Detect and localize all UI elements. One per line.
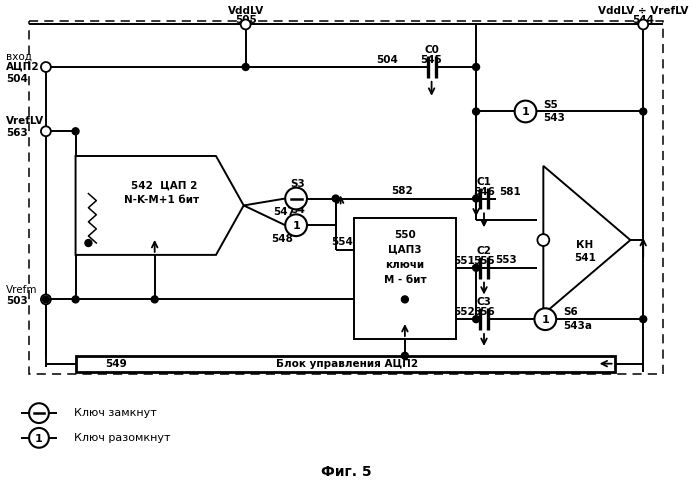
Circle shape bbox=[473, 264, 480, 271]
Text: 556: 556 bbox=[473, 307, 495, 317]
Text: 555: 555 bbox=[473, 256, 495, 266]
Text: 554: 554 bbox=[331, 237, 354, 247]
Text: VddLV: VddLV bbox=[228, 5, 264, 16]
Circle shape bbox=[332, 195, 339, 202]
Text: C1: C1 bbox=[477, 177, 491, 187]
Text: 505: 505 bbox=[235, 15, 257, 24]
Text: 549: 549 bbox=[106, 359, 127, 368]
Text: C3: C3 bbox=[477, 297, 491, 307]
Text: 543: 543 bbox=[543, 113, 565, 123]
Circle shape bbox=[43, 296, 50, 303]
Circle shape bbox=[285, 214, 307, 236]
Text: М - бит: М - бит bbox=[384, 274, 426, 285]
Text: 544: 544 bbox=[632, 15, 654, 24]
Circle shape bbox=[41, 126, 51, 136]
Text: 542  ЦАП 2: 542 ЦАП 2 bbox=[131, 181, 198, 191]
Text: 1: 1 bbox=[521, 107, 529, 118]
Text: 581: 581 bbox=[499, 187, 521, 196]
Text: C0: C0 bbox=[424, 45, 439, 55]
Bar bbox=[75, 356, 614, 371]
Text: Фиг. 5: Фиг. 5 bbox=[322, 466, 372, 479]
Text: 551: 551 bbox=[454, 256, 475, 266]
Circle shape bbox=[72, 296, 79, 303]
Text: 550: 550 bbox=[394, 230, 416, 240]
Text: 543a: 543a bbox=[563, 321, 592, 331]
Circle shape bbox=[473, 195, 480, 202]
Circle shape bbox=[72, 128, 79, 135]
Circle shape bbox=[638, 20, 648, 29]
Text: 1: 1 bbox=[542, 315, 549, 325]
Text: АЦП2: АЦП2 bbox=[6, 62, 40, 72]
Text: вход: вход bbox=[6, 52, 32, 62]
Circle shape bbox=[85, 240, 92, 246]
Polygon shape bbox=[75, 156, 244, 255]
Circle shape bbox=[240, 20, 251, 29]
Text: Ключ разомкнут: Ключ разомкнут bbox=[66, 433, 170, 443]
Text: ключи: ключи bbox=[385, 260, 424, 270]
Circle shape bbox=[242, 64, 249, 71]
Text: 546: 546 bbox=[473, 187, 495, 196]
Text: Блок управления АЦП2: Блок управления АЦП2 bbox=[277, 359, 419, 368]
Circle shape bbox=[473, 64, 480, 71]
Text: 1: 1 bbox=[35, 434, 43, 444]
Circle shape bbox=[29, 428, 49, 448]
Text: 541: 541 bbox=[574, 253, 596, 263]
Circle shape bbox=[29, 403, 49, 423]
Text: S5: S5 bbox=[543, 99, 558, 110]
Text: VddLV ÷ VrefLV: VddLV ÷ VrefLV bbox=[598, 5, 689, 16]
Circle shape bbox=[535, 308, 556, 330]
Text: 545: 545 bbox=[421, 55, 442, 65]
Text: КН: КН bbox=[576, 240, 593, 250]
Circle shape bbox=[640, 108, 647, 115]
Text: 552: 552 bbox=[454, 307, 475, 317]
Text: 1: 1 bbox=[292, 221, 300, 231]
Text: Vrefm: Vrefm bbox=[6, 285, 38, 294]
Text: N-K-M+1 бит: N-K-M+1 бит bbox=[124, 196, 199, 205]
Text: S3: S3 bbox=[291, 179, 305, 189]
Text: C2: C2 bbox=[477, 246, 491, 256]
Polygon shape bbox=[543, 166, 630, 314]
Text: 504: 504 bbox=[376, 55, 398, 65]
Text: 553: 553 bbox=[495, 255, 517, 265]
Circle shape bbox=[473, 108, 480, 115]
Text: 504: 504 bbox=[6, 74, 28, 84]
Text: 563: 563 bbox=[6, 128, 28, 138]
Circle shape bbox=[285, 188, 307, 209]
Circle shape bbox=[538, 234, 549, 246]
Text: 582: 582 bbox=[391, 186, 413, 196]
Text: 548: 548 bbox=[271, 234, 293, 244]
Text: 503: 503 bbox=[6, 296, 28, 306]
Circle shape bbox=[640, 316, 647, 322]
Text: Ключ замкнут: Ключ замкнут bbox=[66, 408, 157, 418]
Circle shape bbox=[41, 294, 51, 304]
Text: S6: S6 bbox=[563, 307, 578, 317]
Text: 547: 547 bbox=[273, 207, 295, 218]
Circle shape bbox=[514, 100, 536, 122]
Circle shape bbox=[401, 352, 408, 359]
Circle shape bbox=[151, 296, 158, 303]
Circle shape bbox=[473, 316, 480, 322]
Circle shape bbox=[41, 62, 51, 72]
Text: S4: S4 bbox=[291, 205, 305, 216]
Text: ЦАП3: ЦАП3 bbox=[388, 245, 421, 255]
Bar bbox=[354, 219, 456, 339]
Text: VrefLV: VrefLV bbox=[6, 117, 45, 126]
Circle shape bbox=[401, 296, 408, 303]
